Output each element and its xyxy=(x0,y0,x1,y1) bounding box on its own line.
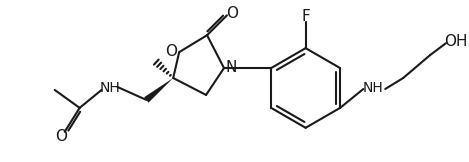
Text: O: O xyxy=(55,129,67,144)
Polygon shape xyxy=(144,78,173,103)
Text: OH: OH xyxy=(444,34,468,49)
Text: NH: NH xyxy=(363,81,384,95)
Text: O: O xyxy=(226,6,238,21)
Text: NH: NH xyxy=(99,81,120,95)
Text: F: F xyxy=(301,9,310,24)
Text: N: N xyxy=(225,60,237,75)
Text: O: O xyxy=(165,44,177,59)
